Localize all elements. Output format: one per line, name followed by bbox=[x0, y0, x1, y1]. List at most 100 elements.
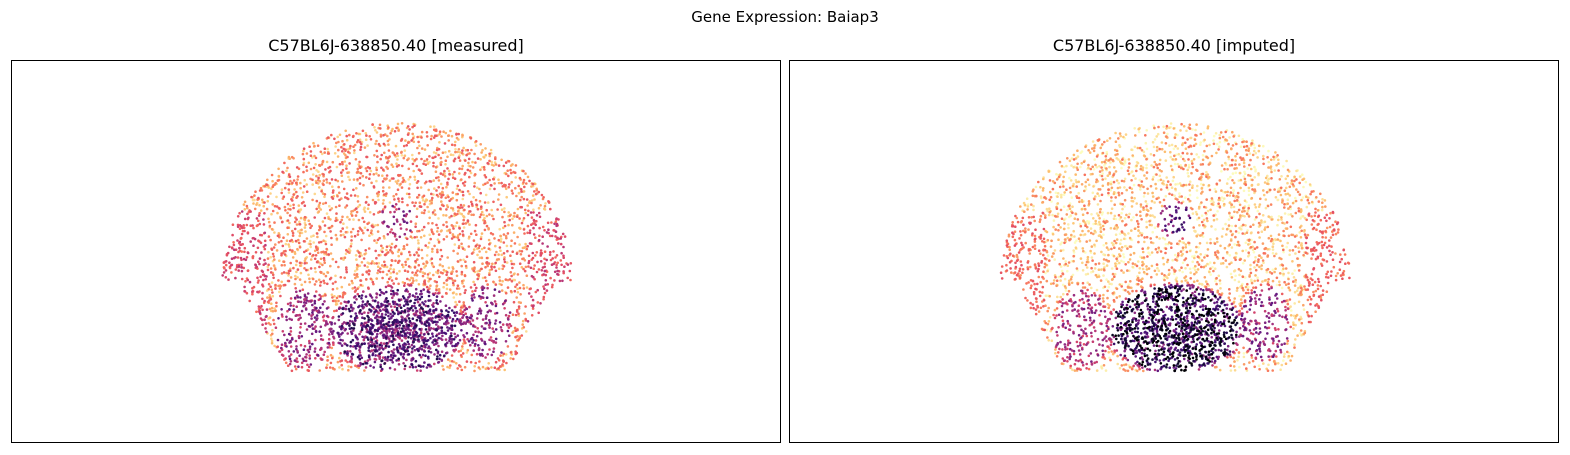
cell-point bbox=[454, 140, 457, 144]
cell-point bbox=[469, 322, 473, 326]
cell-point bbox=[525, 198, 529, 201]
cell-point bbox=[384, 358, 387, 361]
cell-point bbox=[269, 238, 272, 242]
cell-point bbox=[546, 245, 549, 248]
cell-point bbox=[434, 339, 437, 343]
cell-point bbox=[1122, 253, 1125, 256]
cell-point bbox=[402, 245, 406, 248]
cell-point bbox=[356, 178, 359, 181]
cell-point bbox=[411, 365, 415, 369]
cell-point bbox=[345, 226, 349, 229]
cell-point bbox=[553, 222, 556, 226]
cell-point bbox=[381, 270, 385, 274]
cell-point bbox=[408, 292, 412, 296]
cell-point bbox=[1054, 351, 1057, 355]
cell-point bbox=[344, 154, 347, 157]
cell-point bbox=[314, 270, 317, 274]
cell-point bbox=[1285, 245, 1288, 249]
cell-point bbox=[302, 157, 306, 161]
cell-point bbox=[311, 309, 315, 312]
cell-point bbox=[1205, 170, 1208, 174]
cell-point bbox=[464, 312, 468, 315]
cell-point bbox=[455, 133, 458, 136]
cell-point bbox=[312, 166, 316, 170]
cell-point bbox=[526, 224, 530, 228]
cell-point bbox=[423, 272, 427, 275]
cell-point bbox=[351, 338, 355, 342]
cell-point bbox=[419, 267, 423, 271]
cell-point bbox=[1220, 170, 1223, 173]
cell-point bbox=[448, 172, 451, 176]
cell-point bbox=[307, 350, 311, 354]
cell-point bbox=[378, 288, 382, 292]
cell-point bbox=[518, 281, 521, 284]
cell-point bbox=[1294, 252, 1297, 255]
cell-point bbox=[522, 228, 526, 231]
cell-point bbox=[1188, 193, 1192, 197]
cell-point bbox=[525, 274, 529, 277]
cell-point bbox=[265, 183, 269, 186]
cell-point bbox=[360, 356, 364, 360]
cell-point bbox=[1133, 127, 1136, 130]
cell-point bbox=[420, 295, 424, 299]
cell-point bbox=[424, 163, 428, 166]
cell-point bbox=[1178, 269, 1181, 272]
cell-point bbox=[269, 323, 272, 326]
cell-point bbox=[408, 209, 412, 213]
cell-point bbox=[500, 289, 504, 292]
cell-point bbox=[511, 223, 514, 227]
cell-point bbox=[420, 211, 424, 214]
cell-point bbox=[322, 294, 325, 298]
cell-point bbox=[314, 163, 317, 166]
cell-point bbox=[413, 124, 416, 127]
cell-point bbox=[471, 341, 474, 344]
cell-point bbox=[416, 229, 419, 233]
cell-point bbox=[295, 290, 298, 294]
cell-point bbox=[366, 314, 369, 318]
cell-point bbox=[330, 243, 333, 246]
cell-point bbox=[1228, 254, 1232, 257]
cell-point bbox=[338, 133, 342, 137]
cell-point bbox=[458, 167, 461, 170]
cell-point bbox=[543, 250, 547, 253]
cell-point bbox=[406, 158, 409, 162]
cell-point bbox=[449, 129, 452, 133]
cell-point bbox=[387, 350, 390, 354]
cell-point bbox=[358, 295, 361, 298]
cell-point bbox=[338, 325, 342, 329]
cell-point bbox=[320, 190, 323, 193]
cell-point bbox=[519, 301, 522, 304]
cell-point bbox=[245, 291, 249, 295]
cell-point bbox=[487, 247, 491, 250]
cell-point bbox=[1238, 226, 1241, 230]
cell-point bbox=[396, 179, 400, 182]
cell-point bbox=[307, 324, 311, 328]
cell-point bbox=[318, 311, 321, 314]
cell-point bbox=[304, 223, 307, 227]
cell-point bbox=[1189, 136, 1193, 140]
cell-point bbox=[335, 287, 339, 290]
cell-point bbox=[1107, 280, 1110, 283]
cell-point bbox=[1166, 276, 1169, 280]
cell-point bbox=[336, 194, 339, 198]
cell-point bbox=[437, 336, 441, 340]
cell-point bbox=[426, 205, 429, 209]
cell-point bbox=[396, 346, 399, 349]
cell-point bbox=[252, 202, 255, 205]
cell-point bbox=[329, 264, 332, 268]
cell-point bbox=[435, 280, 439, 284]
cell-point bbox=[318, 330, 322, 333]
cell-point bbox=[269, 255, 273, 259]
cell-point bbox=[258, 222, 262, 226]
cell-point bbox=[419, 270, 422, 273]
cell-point bbox=[326, 322, 329, 326]
cell-point bbox=[1164, 242, 1168, 246]
cell-point bbox=[317, 205, 321, 208]
cell-point bbox=[330, 178, 334, 181]
cell-point bbox=[313, 154, 316, 158]
cell-point bbox=[365, 134, 368, 137]
cell-point bbox=[268, 307, 272, 311]
cell-point bbox=[535, 251, 539, 254]
cell-point bbox=[269, 267, 273, 270]
cell-point bbox=[1274, 252, 1278, 256]
